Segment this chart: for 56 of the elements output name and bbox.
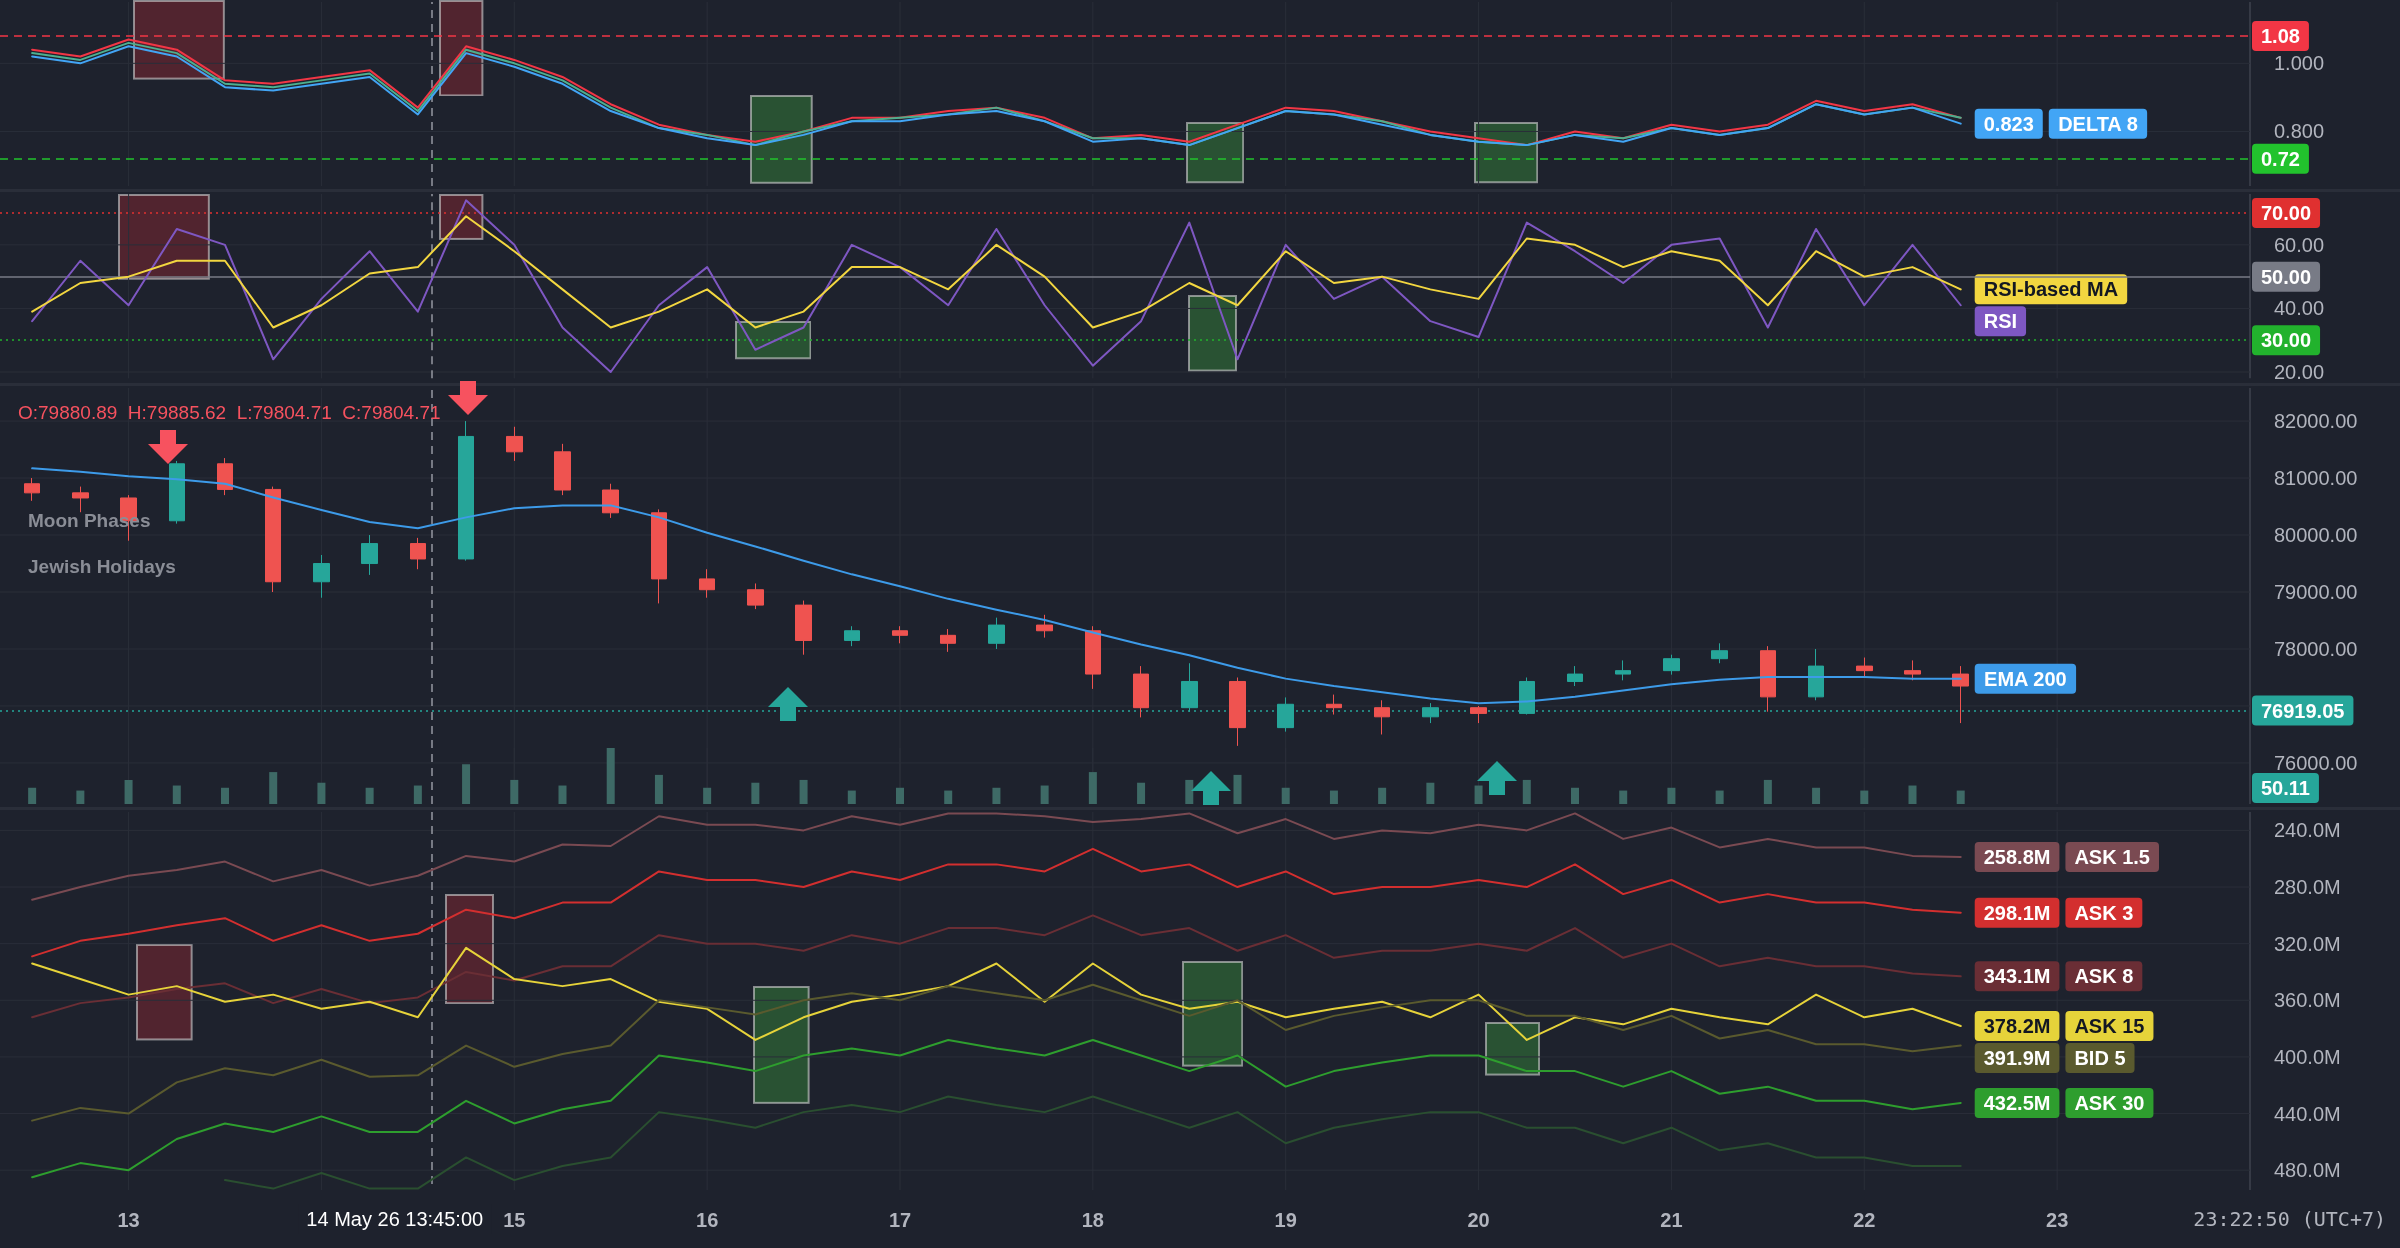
series-label: RSI-based MA (1983, 278, 2119, 301)
x-tick-label: 18 (1081, 1209, 1104, 1231)
x-tick-label: 23 (2046, 1209, 2069, 1231)
legend-label: DELTA 8 (2058, 112, 2138, 135)
y-tick-label: 76000.00 (2274, 751, 2358, 774)
annotation: O:79880.89 H:79885.62 L:79804.71 C:79804.71 (18, 401, 441, 423)
ref-line-label: 76919.05 (2261, 699, 2345, 722)
series-label: EMA 200 (1984, 667, 2067, 690)
x-tick-label: 22 (1853, 1209, 1876, 1231)
data-label: 432.5M (1983, 1091, 2051, 1114)
ref-line-label: 1.08 (2260, 25, 2300, 48)
y-tick-label: 320.0M (2274, 932, 2341, 955)
data-label: 378.2M (1983, 1015, 2051, 1038)
legend-label: ASK 15 (2074, 1015, 2145, 1038)
data-label: 0.823 (1983, 112, 2034, 135)
x-tick-label: 13 (117, 1209, 140, 1231)
ref-line-label: 70.00 (2260, 202, 2312, 225)
text: 23:22:50 (UTC+7) (2193, 1207, 2386, 1231)
x-tick-label: 19 (1274, 1209, 1297, 1231)
data-label: 298.1M (1983, 901, 2051, 924)
y-tick-label: 360.0M (2274, 989, 2341, 1012)
ref-line-label: 14 May 26 13:45:00 (306, 1208, 484, 1230)
legend-label: ASK 30 (2074, 1091, 2145, 1114)
y-tick-label: 240.0M (2274, 819, 2341, 842)
y-tick-label: 78000.00 (2274, 638, 2358, 660)
data-label: 391.9M (1983, 1047, 2051, 1070)
y-tick-label: 440.0M (2274, 1102, 2341, 1125)
text: 50.11 (2261, 777, 2310, 799)
annotation: Jewish Holidays (28, 555, 176, 577)
x-tick-label: 16 (696, 1209, 719, 1231)
y-tick-label: 400.0M (2274, 1045, 2341, 1068)
data-label: 258.8M (1983, 846, 2051, 869)
ref-line-label: 30.00 (2260, 329, 2312, 352)
y-tick-label: 60.00 (2274, 233, 2325, 256)
x-tick-label: 20 (1467, 1209, 1490, 1231)
x-tick-label: 15 (503, 1209, 526, 1231)
y-tick-label: 1.000 (2274, 52, 2325, 75)
y-tick-label: 82000.00 (2274, 410, 2358, 433)
legend-label: BID 5 (2074, 1047, 2126, 1070)
ref-line-label: 0.72 (2260, 147, 2300, 170)
legend-label: ASK 3 (2074, 901, 2134, 924)
y-tick-label: 81000.00 (2274, 467, 2358, 490)
legend-label: ASK 8 (2074, 965, 2134, 988)
y-tick-label: 80000.00 (2274, 524, 2358, 547)
ref-line-label: 50.00 (2260, 265, 2312, 288)
y-tick-label: 280.0M (2274, 876, 2341, 899)
legend-label: ASK 1.5 (2074, 846, 2151, 869)
data-label: 343.1M (1983, 965, 2051, 988)
y-tick-label: 480.0M (2274, 1159, 2341, 1182)
y-tick-label: 79000.00 (2274, 581, 2358, 604)
x-tick-label: 21 (1660, 1209, 1683, 1231)
y-tick-label: 0.800 (2274, 120, 2325, 143)
y-tick-label: 20.00 (2274, 361, 2325, 383)
x-tick-label: 17 (888, 1209, 912, 1231)
series-label: RSI (1983, 310, 2018, 333)
y-tick-label: 40.00 (2274, 297, 2325, 320)
